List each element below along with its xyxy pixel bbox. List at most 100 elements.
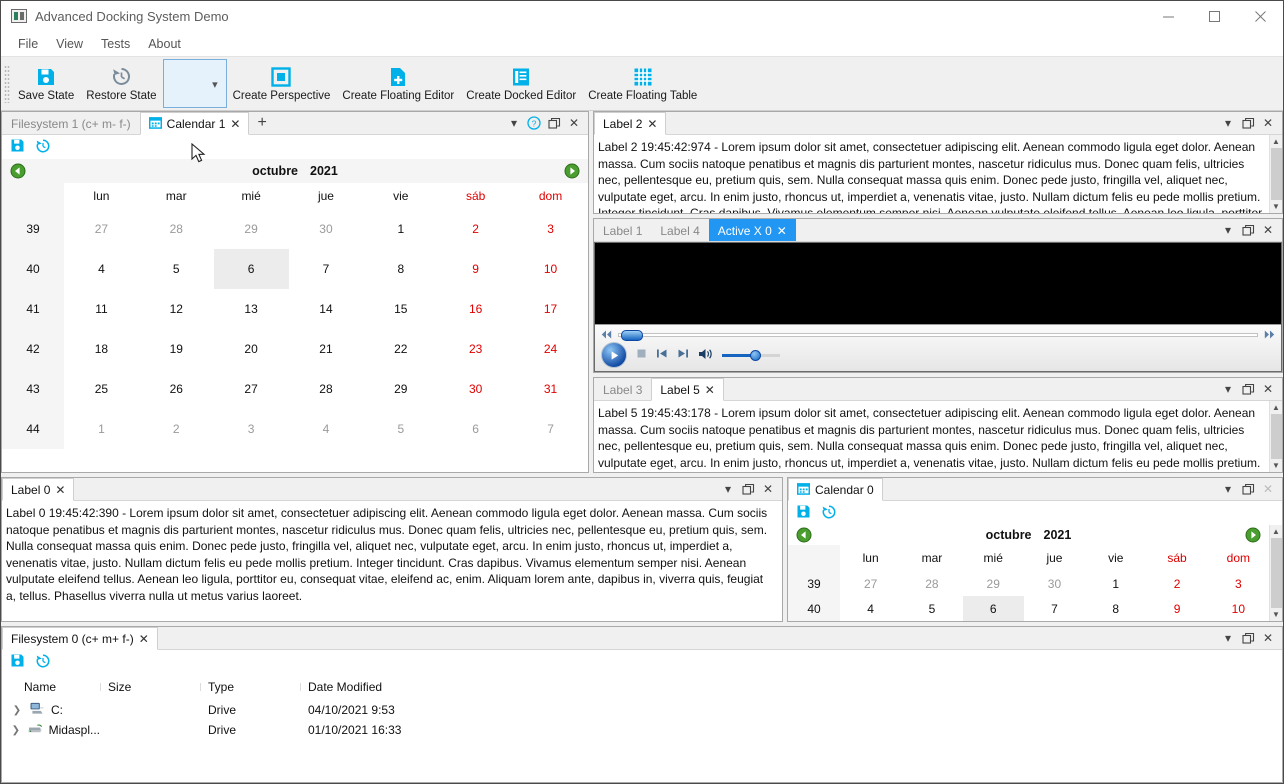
label5-scrollbar[interactable]: ▲ ▼ [1269, 401, 1282, 472]
column-header-type[interactable]: Type [200, 680, 300, 694]
next-button[interactable] [677, 348, 689, 362]
calendar-day-cell[interactable]: 3 [547, 222, 554, 236]
calendar-day-cell[interactable]: 4 [322, 422, 330, 436]
table-row[interactable]: ❯ Midaspl... Drive 01/10/2021 16:33 [2, 720, 1282, 740]
calendar-day-cell[interactable]: 1 [397, 222, 405, 236]
horizontal-splitter[interactable] [1, 622, 1283, 626]
chevron-down-icon[interactable]: ▾ [1224, 116, 1232, 130]
tab-label0[interactable]: Label 0 ✕ [2, 478, 75, 501]
restore-icon[interactable] [35, 653, 51, 672]
tab-label0-close-icon[interactable]: ✕ [55, 482, 66, 497]
save-state-button[interactable]: Save State [12, 59, 80, 108]
calendar-day-cell[interactable]: 6 [472, 422, 479, 436]
volume-thumb[interactable] [750, 349, 761, 361]
column-header-name[interactable]: Name [24, 680, 57, 694]
scroll-thumb[interactable] [1270, 538, 1282, 608]
calendar-day-cell[interactable]: 3 [247, 422, 255, 436]
chevron-down-icon[interactable]: ▾ [1224, 223, 1232, 237]
scroll-down-icon[interactable]: ▼ [1272, 202, 1280, 211]
rewind-icon[interactable] [601, 328, 612, 342]
undock-icon[interactable] [1239, 378, 1257, 400]
calendar-day-cell[interactable]: 15 [394, 302, 408, 316]
calendar-day-cell[interactable]: 29 [244, 222, 258, 236]
undock-icon[interactable] [1239, 112, 1257, 134]
tab-label5-close-icon[interactable]: ✕ [704, 382, 715, 397]
scroll-up-icon[interactable]: ▲ [1272, 403, 1280, 412]
calendar-day-cell[interactable]: 5 [172, 262, 180, 276]
calendar-day-cell[interactable]: 6 [962, 596, 1024, 621]
horizontal-splitter[interactable] [593, 214, 1283, 218]
calendar-day-cell[interactable]: 30 [319, 222, 333, 236]
save-icon[interactable] [10, 653, 25, 671]
calendar-day-cell[interactable]: 25 [94, 382, 109, 396]
calendar-day-cell[interactable]: 27 [94, 222, 109, 236]
column-header-size[interactable]: Size [100, 680, 200, 694]
undock-icon[interactable] [739, 478, 757, 500]
next-month-button[interactable] [1245, 527, 1261, 543]
seek-slider[interactable] [618, 330, 1258, 341]
previous-button[interactable] [656, 348, 668, 362]
calendar1-grid[interactable]: lun mar mié jue vie sáb dom 39 27 28 29 30 1 2… [2, 183, 588, 449]
calendar-day-cell[interactable]: 6 [213, 249, 289, 289]
menu-item-about[interactable]: About [148, 37, 181, 51]
stop-button[interactable] [636, 348, 647, 362]
calendar-day-cell[interactable]: 17 [543, 302, 558, 316]
close-icon[interactable]: ✕ [1262, 482, 1274, 496]
chevron-down-icon[interactable]: ▾ [724, 482, 732, 496]
close-icon[interactable]: ✕ [568, 116, 580, 130]
add-tab-button[interactable]: + [257, 114, 267, 131]
toolbar-grip[interactable] [4, 64, 10, 103]
menu-item-view[interactable]: View [56, 37, 84, 51]
seek-thumb[interactable] [621, 330, 643, 341]
tab-activex0-close-icon[interactable]: ✕ [776, 223, 787, 238]
tab-filesystem0[interactable]: Filesystem 0 (c+ m+ f-) ✕ [2, 627, 158, 650]
calendar-day-cell[interactable]: 12 [169, 302, 183, 316]
calendar-day-cell[interactable]: 21 [319, 342, 333, 356]
chevron-down-icon[interactable]: ▾ [1224, 482, 1232, 496]
menu-item-tests[interactable]: Tests [101, 37, 131, 51]
undock-icon[interactable] [1239, 219, 1257, 241]
calendar-day-cell[interactable]: 18 [94, 342, 109, 356]
label2-scrollbar[interactable]: ▲ ▼ [1269, 135, 1282, 213]
calendar0-scrollbar[interactable]: ▲ ▼ [1269, 525, 1282, 621]
calendar-day-cell[interactable]: 7 [322, 262, 330, 276]
calendar-day-cell[interactable]: 24 [543, 342, 558, 356]
calendar-day-cell[interactable]: 27 [244, 382, 258, 396]
play-button[interactable] [601, 342, 627, 368]
undock-icon[interactable] [1239, 478, 1257, 500]
calendar-day-cell[interactable]: 4 [867, 601, 874, 616]
calendar-day-cell[interactable]: 30 [1047, 576, 1062, 591]
calendar-day-cell[interactable]: 9 [472, 262, 479, 276]
calendar-day-cell[interactable]: 22 [394, 342, 408, 356]
save-icon[interactable] [796, 504, 811, 522]
perspectives-dropdown-button[interactable]: ▾ [162, 59, 227, 108]
undock-icon[interactable] [545, 112, 563, 134]
prev-month-button[interactable] [796, 527, 812, 543]
column-header-date[interactable]: Date Modified [300, 680, 500, 694]
scroll-up-icon[interactable]: ▲ [1272, 527, 1280, 536]
save-icon[interactable] [10, 138, 25, 156]
calendar-day-cell[interactable]: 26 [169, 382, 183, 396]
volume-slider[interactable] [722, 349, 780, 361]
maximize-button[interactable] [1191, 1, 1237, 32]
calendar-day-cell[interactable]: 10 [1231, 601, 1246, 616]
scroll-thumb[interactable] [1270, 414, 1282, 459]
calendar0-grid[interactable]: lun mar mié jue vie sáb dom 39 27 28 29 30 1 2… [788, 545, 1269, 621]
close-icon[interactable]: ✕ [1262, 116, 1274, 130]
calendar-day-cell[interactable]: 2 [172, 422, 180, 436]
create-floating-editor-button[interactable]: Create Floating Editor [336, 59, 460, 108]
scroll-up-icon[interactable]: ▲ [1272, 137, 1280, 146]
expand-chevron-icon[interactable]: ❯ [11, 724, 21, 736]
horizontal-splitter[interactable] [1, 473, 1283, 477]
menu-item-file[interactable]: File [18, 37, 39, 51]
chevron-down-icon[interactable]: ▾ [1224, 631, 1232, 645]
scroll-down-icon[interactable]: ▼ [1272, 461, 1280, 470]
calendar-day-cell[interactable]: 23 [468, 342, 483, 356]
calendar-day-cell[interactable]: 5 [397, 422, 405, 436]
calendar-day-cell[interactable]: 7 [1051, 601, 1058, 616]
calendar-day-cell[interactable]: 9 [1173, 601, 1181, 616]
tab-label5[interactable]: Label 5 ✕ [651, 378, 724, 401]
forward-icon[interactable] [1264, 328, 1275, 342]
calendar-day-cell[interactable]: 5 [928, 601, 936, 616]
calendar-day-cell[interactable]: 29 [394, 382, 408, 396]
